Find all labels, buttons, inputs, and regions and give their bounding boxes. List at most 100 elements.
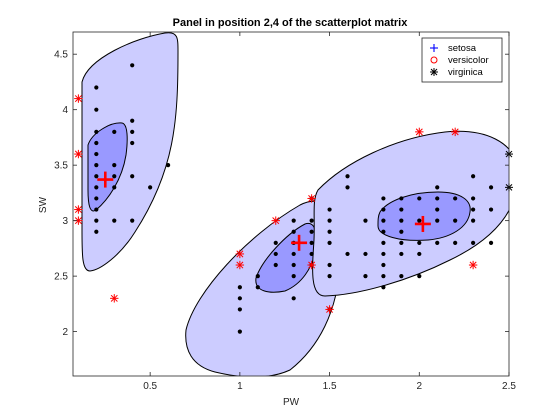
- data-point: [327, 207, 331, 211]
- data-point: [435, 196, 439, 200]
- outlier-marker: [451, 128, 459, 136]
- data-point: [399, 274, 403, 278]
- y-tick-label: 2.5: [54, 272, 68, 283]
- data-point: [310, 230, 314, 234]
- data-point: [327, 219, 331, 223]
- x-tick-label: 1: [237, 381, 243, 392]
- data-point: [381, 230, 385, 234]
- data-point: [489, 241, 493, 245]
- data-point: [453, 219, 457, 223]
- data-point: [435, 241, 439, 245]
- data-point: [489, 207, 493, 211]
- data-point: [112, 163, 116, 167]
- data-point: [327, 230, 331, 234]
- data-point: [94, 163, 98, 167]
- data-point: [363, 252, 367, 256]
- data-point: [166, 163, 170, 167]
- data-point: [238, 285, 242, 289]
- data-point: [345, 185, 349, 189]
- data-point: [256, 285, 260, 289]
- y-axis-label: SW: [38, 196, 49, 213]
- data-point: [238, 296, 242, 300]
- data-point: [363, 274, 367, 278]
- outlier-marker: [74, 150, 82, 158]
- data-point: [94, 196, 98, 200]
- x-tick-label: 2: [417, 381, 423, 392]
- data-point: [130, 141, 134, 145]
- data-point: [381, 274, 385, 278]
- data-point: [94, 219, 98, 223]
- y-tick-label: 3: [62, 216, 68, 227]
- data-point: [345, 174, 349, 178]
- data-point: [381, 207, 385, 211]
- data-point: [435, 185, 439, 189]
- legend-label-setosa: setosa: [448, 43, 477, 54]
- outlier-marker: [307, 194, 315, 202]
- data-point: [399, 219, 403, 223]
- data-point: [274, 241, 278, 245]
- legend: setosa versicolor virginica: [422, 38, 502, 82]
- data-point: [112, 219, 116, 223]
- outlier-marker: [74, 94, 82, 102]
- data-point: [471, 196, 475, 200]
- data-point: [417, 196, 421, 200]
- data-point: [471, 219, 475, 223]
- data-point: [112, 130, 116, 134]
- y-tick-label: 4.5: [54, 50, 68, 61]
- data-point: [130, 63, 134, 67]
- data-point: [417, 241, 421, 245]
- data-point: [292, 263, 296, 267]
- data-point: [94, 141, 98, 145]
- outlier-marker: [236, 261, 244, 269]
- data-point: [94, 207, 98, 211]
- x-tick-label: 0.5: [143, 381, 157, 392]
- data-point: [274, 263, 278, 267]
- data-point: [94, 108, 98, 112]
- data-point: [94, 185, 98, 189]
- x-tick-label: 2.5: [502, 381, 516, 392]
- data-point: [399, 252, 403, 256]
- data-point: [256, 274, 260, 278]
- data-point: [381, 285, 385, 289]
- data-point: [435, 219, 439, 223]
- data-point: [399, 241, 403, 245]
- outlier-marker: [272, 216, 280, 224]
- data-point: [399, 207, 403, 211]
- data-point: [148, 185, 152, 189]
- data-point: [489, 185, 493, 189]
- data-point: [327, 241, 331, 245]
- data-point: [94, 152, 98, 156]
- data-point: [327, 274, 331, 278]
- data-point: [417, 252, 421, 256]
- data-point: [453, 241, 457, 245]
- data-point: [112, 185, 116, 189]
- outlier-marker: [74, 205, 82, 213]
- data-point: [238, 307, 242, 311]
- data-point: [292, 252, 296, 256]
- data-point: [130, 130, 134, 134]
- y-tick-label: 3.5: [54, 161, 68, 172]
- data-point: [130, 174, 134, 178]
- data-point: [292, 296, 296, 300]
- chart-title: Panel in position 2,4 of the scatterplot…: [173, 17, 409, 29]
- outlier-marker: [236, 250, 244, 258]
- outlier-marker: [325, 305, 333, 313]
- legend-label-virginica: virginica: [448, 67, 484, 78]
- x-axis-label: PW: [283, 397, 300, 408]
- data-point: [363, 219, 367, 223]
- data-point: [94, 174, 98, 178]
- data-point: [399, 230, 403, 234]
- data-point: [381, 252, 385, 256]
- legend-label-versicolor: versicolor: [448, 55, 489, 66]
- data-point: [381, 263, 385, 267]
- outlier-marker: [469, 261, 477, 269]
- data-point: [345, 252, 349, 256]
- data-point: [238, 330, 242, 334]
- data-point: [417, 274, 421, 278]
- data-point: [435, 207, 439, 211]
- data-point: [94, 85, 98, 89]
- y-tick-label: 2: [62, 327, 68, 338]
- data-point: [417, 219, 421, 223]
- data-point: [399, 196, 403, 200]
